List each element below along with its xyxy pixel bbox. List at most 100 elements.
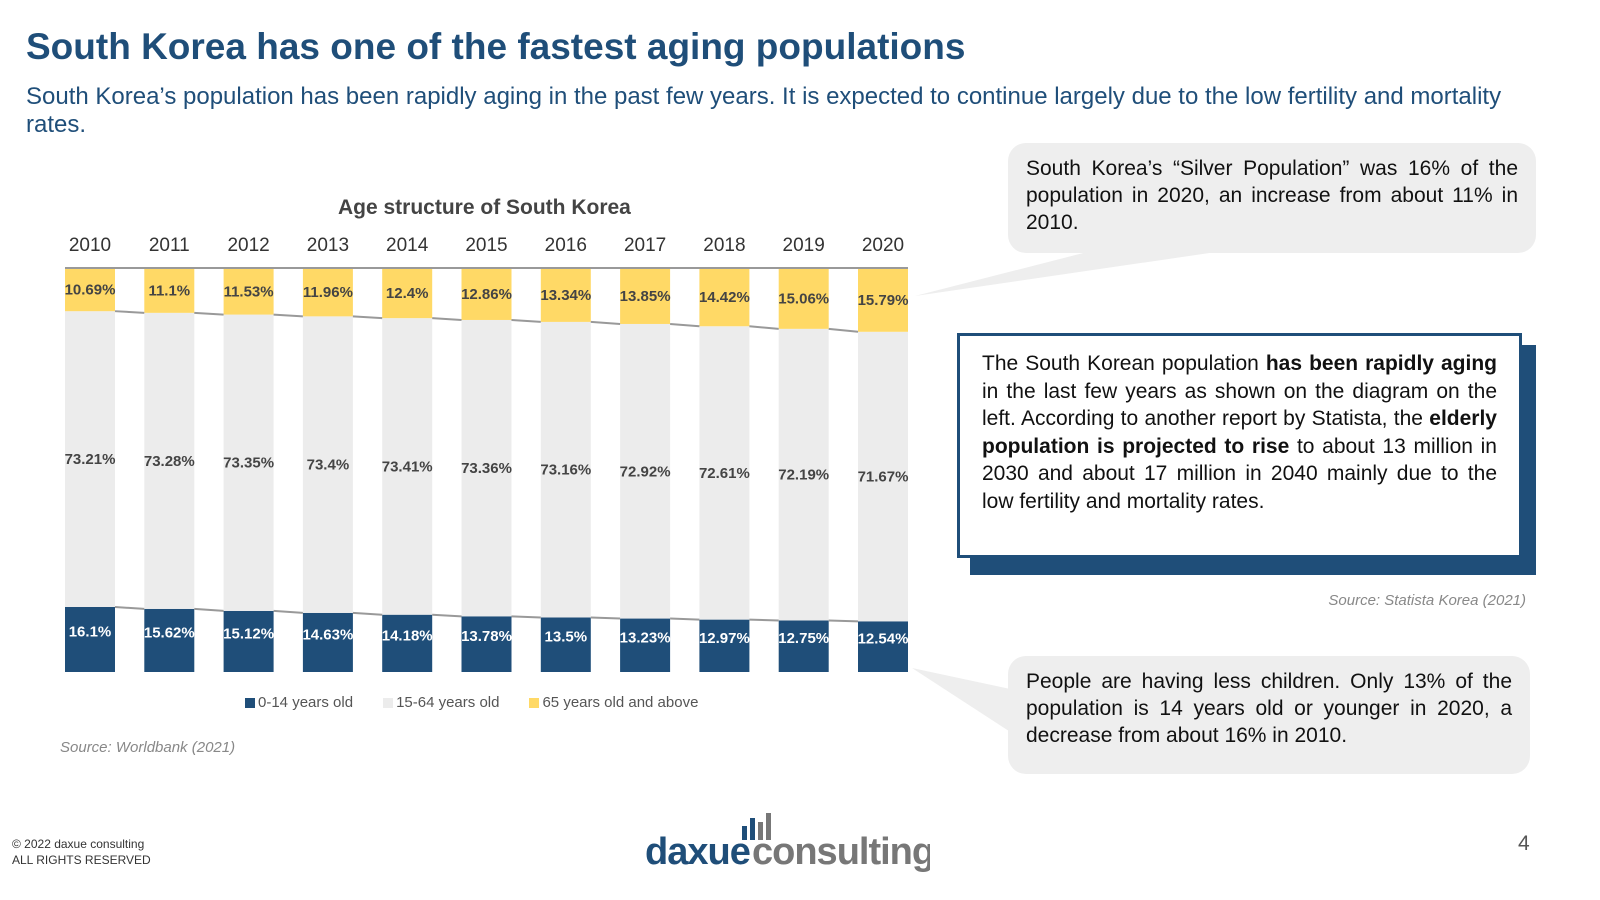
bar-segment-0-14: [620, 618, 671, 672]
bar-segment-65-plus: [302, 268, 353, 317]
connector-line: [590, 616, 621, 620]
data-label: 12.54%: [858, 631, 909, 648]
data-label: 73.28%: [144, 453, 195, 470]
data-label: 73.36%: [461, 460, 512, 477]
chart-title: Age structure of South Korea: [338, 196, 631, 219]
legend-label: 0-14 years old: [258, 694, 354, 711]
data-label: 12.4%: [386, 285, 429, 302]
x-tick-label: 2010: [69, 235, 111, 256]
bar-segment-0-14: [461, 616, 512, 672]
bar-segment-65-plus: [65, 268, 115, 312]
connector-line: [273, 609, 303, 614]
connector-line: [114, 310, 145, 314]
data-label: 15.06%: [778, 290, 829, 307]
data-label: 11.1%: [148, 282, 190, 299]
connector-line: [194, 311, 224, 316]
legend-swatch: [529, 697, 540, 708]
connector-line: [352, 315, 383, 320]
connector-line: [828, 327, 859, 333]
connector-line: [511, 615, 541, 619]
bar-segment-15-64: [778, 328, 829, 621]
legend-item-0-14: 0-14 years old: [245, 694, 353, 711]
connector-line: [432, 613, 462, 618]
page-number: 4: [1518, 832, 1530, 855]
footer-copyright: © 2022 daxue consulting ALL RIGHTS RESER…: [12, 836, 151, 868]
callout-silver-population: South Korea’s “Silver Population” was 16…: [1008, 143, 1536, 253]
connector-line: [670, 617, 700, 621]
text: to about 13 million in 2030 and about 17…: [982, 434, 1497, 513]
bar-segment-65-plus: [223, 268, 274, 315]
bar-segment-65-plus: [778, 268, 829, 329]
connector-line: [194, 607, 224, 612]
bar-segment-0-14: [223, 610, 274, 672]
data-label: 71.67%: [858, 469, 909, 486]
connector-line: [670, 322, 700, 328]
callout-pointer-children: [912, 668, 1015, 735]
data-label: 72.19%: [778, 467, 829, 484]
connector-line: [432, 317, 462, 321]
data-label: 12.86%: [461, 286, 512, 303]
data-label: 73.16%: [540, 462, 591, 479]
bar-segment-15-64: [223, 314, 274, 611]
bar-segment-0-14: [65, 606, 115, 672]
data-label: 14.42%: [699, 289, 750, 306]
connector-line: [749, 325, 779, 330]
legend-item-65-plus: 65 years old and above: [529, 694, 698, 711]
page-subtitle: South Korea’s population has been rapidl…: [26, 83, 1502, 138]
bar-segment-65-plus: [699, 268, 750, 327]
data-label: 13.78%: [461, 628, 512, 645]
bar-segment-0-14: [858, 621, 908, 672]
bar-segment-15-64: [858, 331, 908, 622]
legend-label: 65 years old and above: [542, 694, 699, 711]
data-label: 16.1%: [69, 623, 112, 640]
connector-line: [114, 605, 145, 610]
main-textbox: The South Korean population has been rap…: [957, 333, 1522, 558]
daxue-logo: daxue consulting: [645, 810, 935, 876]
x-tick-label: 2018: [703, 235, 745, 256]
x-tick-label: 2020: [862, 235, 904, 256]
connector-line: [590, 320, 621, 325]
bar-segment-65-plus: [540, 268, 591, 322]
bar-segment-0-14: [144, 608, 195, 672]
data-label: 14.63%: [302, 626, 353, 643]
bold-text: elderly population is projected to rise: [982, 407, 1497, 458]
text: The South Korean population: [982, 352, 1266, 375]
bar-segment-0-14: [778, 620, 829, 672]
bar-segment-0-14: [382, 614, 433, 672]
bar-segment-15-64: [620, 323, 671, 619]
bold-text: has been rapidly aging: [1265, 352, 1497, 375]
bar-segment-65-plus: [620, 268, 671, 324]
bar-segment-15-64: [461, 319, 512, 617]
data-label: 15.62%: [144, 624, 195, 641]
data-label: 15.79%: [858, 292, 909, 309]
connector-line: [511, 318, 541, 323]
data-label: 13.5%: [545, 629, 588, 646]
legend-swatch: [245, 697, 255, 708]
x-tick-label: 2019: [783, 235, 825, 256]
text: in the last few years as shown on the di…: [982, 379, 1497, 431]
connector-line: [828, 619, 859, 623]
x-tick-label: 2011: [149, 235, 190, 256]
x-tick-label: 2017: [624, 235, 666, 256]
connector-line: [352, 611, 383, 616]
data-label: 10.69%: [65, 282, 116, 299]
bar-segment-15-64: [144, 312, 195, 609]
data-label: 14.18%: [382, 627, 433, 644]
callout-children: People are having less children. Only 13…: [1008, 656, 1530, 774]
data-label: 13.34%: [540, 287, 591, 304]
data-label: 73.41%: [382, 458, 433, 475]
chart-source: Source: Worldbank (2021): [60, 739, 236, 756]
data-label: 73.35%: [223, 455, 274, 472]
bar-segment-65-plus: [144, 268, 195, 313]
statista-source: Source: Statista Korea (2021): [1328, 592, 1526, 609]
page-title: South Korea has one of the fastest aging…: [26, 26, 966, 67]
data-label: 11.53%: [224, 283, 274, 300]
bar-segment-15-64: [382, 318, 433, 615]
legend-item-15-64: 15-64 years old: [383, 694, 499, 711]
data-label: 72.92%: [620, 463, 671, 480]
connector-line: [273, 313, 303, 318]
bar-segment-65-plus: [461, 268, 512, 320]
bar-segment-15-64: [540, 321, 591, 618]
data-label: 12.97%: [699, 630, 750, 647]
bar-segment-65-plus: [382, 268, 433, 319]
